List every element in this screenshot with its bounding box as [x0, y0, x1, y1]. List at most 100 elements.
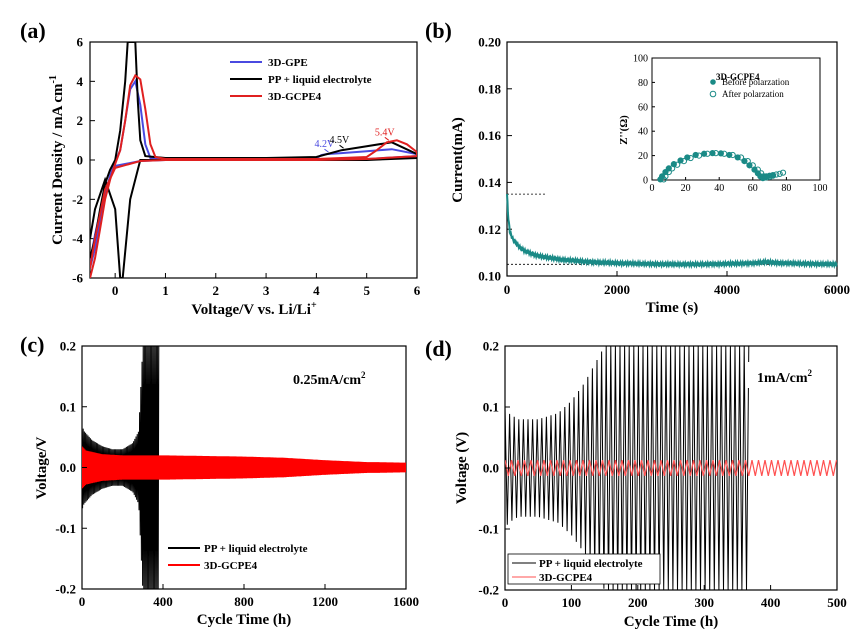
y-tick-label: -0.1	[55, 521, 76, 536]
d-legend-label-pp: PP + liquid electrolyte	[539, 558, 643, 570]
x-tick-label: 1600	[393, 594, 419, 609]
voltage-annotation-arrow	[384, 136, 390, 141]
panel-c-xlabel: Cycle Time (h)	[197, 612, 291, 628]
panel-c-series	[82, 346, 406, 589]
after-polarization-point	[766, 173, 773, 181]
after-polarization-point	[680, 157, 688, 165]
x-tick-label: 4000	[714, 282, 740, 297]
x-tick-label: 0	[502, 595, 509, 610]
legend-label-pp: PP + liquid electrolyte	[268, 74, 372, 86]
x-tick-label: 0	[79, 594, 86, 609]
voltage-trace-1	[505, 459, 837, 477]
inset-ylabel: Z''(Ω)	[618, 115, 630, 145]
after-polarization-point	[737, 154, 745, 161]
panel-a-legend: 3D-GPE PP + liquid electrolyte 3D-GCPE4	[230, 57, 372, 103]
x-tick-label: 1200	[312, 594, 338, 609]
panel-d-legend: PP + liquid electrolyte 3D-GCPE4	[507, 553, 661, 585]
y-tick-label: 0.0	[483, 461, 499, 476]
after-polarization-point	[763, 174, 770, 181]
x-tick-label: 100	[562, 595, 582, 610]
x-tick-label: 0	[504, 282, 511, 297]
after-polarization-point	[773, 171, 780, 178]
y-tick-label: -6	[72, 271, 83, 286]
inset-legend-marker-after	[709, 90, 717, 98]
after-polarization-point	[754, 166, 761, 173]
panel-c-legend: PP + liquid electrolyte 3D-GCPE4	[168, 543, 308, 572]
panel-d-annotation-box: 1mA/cm2	[746, 362, 820, 388]
panel-c-label: (c)	[20, 332, 44, 357]
after-polarization-point	[660, 176, 667, 183]
y-tick-label: 4	[77, 74, 84, 89]
x-tick-label: 20	[681, 183, 691, 194]
y-tick-label: 0	[643, 176, 648, 187]
y-tick-label: 0.14	[478, 175, 501, 190]
x-tick-label: 6000	[824, 282, 850, 297]
y-tick-label: 0.16	[478, 128, 501, 143]
voltage-annotation: 5.4V	[375, 127, 396, 138]
y-tick-label: 0.0	[60, 460, 76, 475]
x-tick-label: 3	[263, 283, 270, 298]
y-tick-label: 0.10	[478, 269, 501, 284]
panel-d-y-ticks: -0.2 -0.1 0.0 0.1 0.2	[478, 339, 510, 598]
x-tick-label: 0	[112, 283, 119, 298]
after-polarization-point	[712, 150, 719, 157]
legend-label-3d-gcpe4: 3D-GCPE4	[268, 91, 322, 103]
x-tick-label: 5	[363, 283, 370, 298]
after-polarization-point	[674, 161, 681, 168]
panel-b-ylabel: Current(mA)	[450, 117, 466, 203]
panel-b-y-ticks: 0.10 0.12 0.14 0.16 0.18 0.20	[478, 35, 512, 284]
y-tick-label: 20	[638, 151, 648, 162]
d-legend-label-3d-gcpe4: 3D-GCPE4	[539, 572, 593, 584]
after-polarization-point	[779, 169, 787, 176]
inset-y-ticks: 0 20 40 60 80 100	[633, 54, 655, 187]
x-tick-label: 200	[628, 595, 648, 610]
x-tick-label: 0	[650, 183, 655, 194]
x-tick-label: 400	[761, 595, 781, 610]
x-tick-label: 100	[813, 183, 828, 194]
panel-d-ylabel: Voltage (V)	[454, 432, 470, 504]
y-tick-label: 6	[77, 35, 84, 50]
panel-a-xlabel: Voltage/V vs. Li/Li+	[191, 300, 317, 318]
legend-label-3d-gpe: 3D-GPE	[268, 57, 308, 69]
after-polarization-point	[749, 162, 756, 169]
y-tick-label: -4	[72, 231, 83, 246]
y-tick-label: 0.12	[478, 222, 501, 237]
inset-legend-after: After polarzation	[722, 89, 784, 99]
voltage-annotation-arrow	[324, 148, 329, 153]
x-tick-label: 40	[714, 183, 724, 194]
y-tick-label: 0	[77, 153, 84, 168]
after-polarization-point	[695, 152, 703, 159]
x-tick-label: 300	[694, 595, 714, 610]
y-tick-label: 40	[638, 127, 648, 138]
panel-c-current-density: 0.25mA/cm2	[293, 370, 366, 388]
inset-title: 3D-GCPE4	[716, 72, 760, 82]
panel-d-xlabel: Cycle Time (h)	[624, 614, 718, 630]
c-legend-label-3d-gcpe4: 3D-GCPE4	[204, 560, 258, 572]
x-tick-label: 60	[748, 183, 758, 194]
voltage-annotation: 4.5V	[330, 135, 351, 146]
panel-d: (d) -0.2 -0.1 0.0 0.1 0.2 0 100 200 300 400 500 V…	[425, 336, 847, 630]
y-tick-label: 0.1	[483, 400, 499, 415]
panel-c-ylabel: Voltage/V	[34, 436, 50, 499]
after-polarization-point	[687, 154, 694, 162]
inset-legend-before: Before polarzation	[722, 77, 790, 87]
x-tick-label: 4	[313, 283, 320, 298]
panel-a-label: (a)	[20, 18, 46, 43]
y-tick-label: -2	[72, 192, 83, 207]
after-polarization-point	[662, 173, 669, 180]
panel-b-frame	[506, 41, 838, 277]
voltage-annotation-arrow	[339, 144, 344, 149]
y-tick-label: 0.20	[478, 35, 501, 50]
y-tick-label: -0.2	[478, 583, 499, 598]
d-legend-box	[507, 553, 661, 585]
inset-series	[657, 150, 787, 183]
x-tick-label: 400	[153, 594, 173, 609]
after-polarization-point	[776, 170, 783, 177]
after-polarization-point	[704, 150, 711, 157]
series-line-2	[90, 73, 417, 278]
x-tick-label: 1	[162, 283, 169, 298]
x-tick-label: 500	[827, 595, 847, 610]
y-tick-label: 80	[638, 78, 648, 89]
after-polarization-point	[669, 165, 676, 172]
panel-a-x-ticks: 0 1 2 3 4 5 6	[112, 273, 421, 298]
